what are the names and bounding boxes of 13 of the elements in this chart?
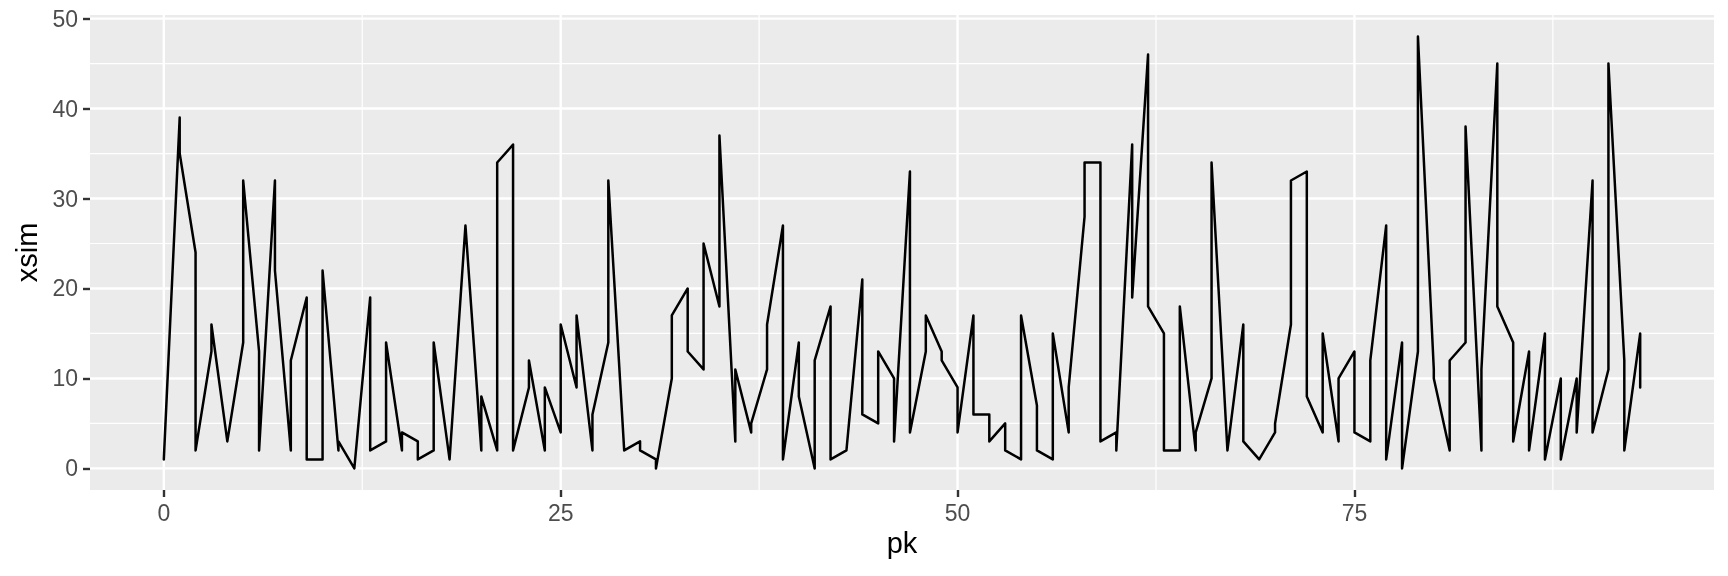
y-tick-label: 40 bbox=[52, 95, 78, 122]
y-tick-label: 30 bbox=[52, 185, 78, 212]
x-tick-label: 75 bbox=[1341, 499, 1368, 526]
y-tick-label: 50 bbox=[52, 5, 78, 32]
x-axis-title: pk bbox=[886, 527, 918, 560]
x-tick-label: 50 bbox=[944, 499, 971, 526]
x-tick-label: 25 bbox=[547, 499, 574, 526]
x-tick-label: 0 bbox=[157, 499, 171, 526]
line-series bbox=[162, 35, 1642, 470]
y-tick-label: 0 bbox=[65, 455, 78, 482]
y-tick-label: 20 bbox=[52, 275, 78, 302]
y-axis-title: xsim bbox=[11, 222, 44, 283]
y-tick-label: 10 bbox=[52, 365, 78, 392]
